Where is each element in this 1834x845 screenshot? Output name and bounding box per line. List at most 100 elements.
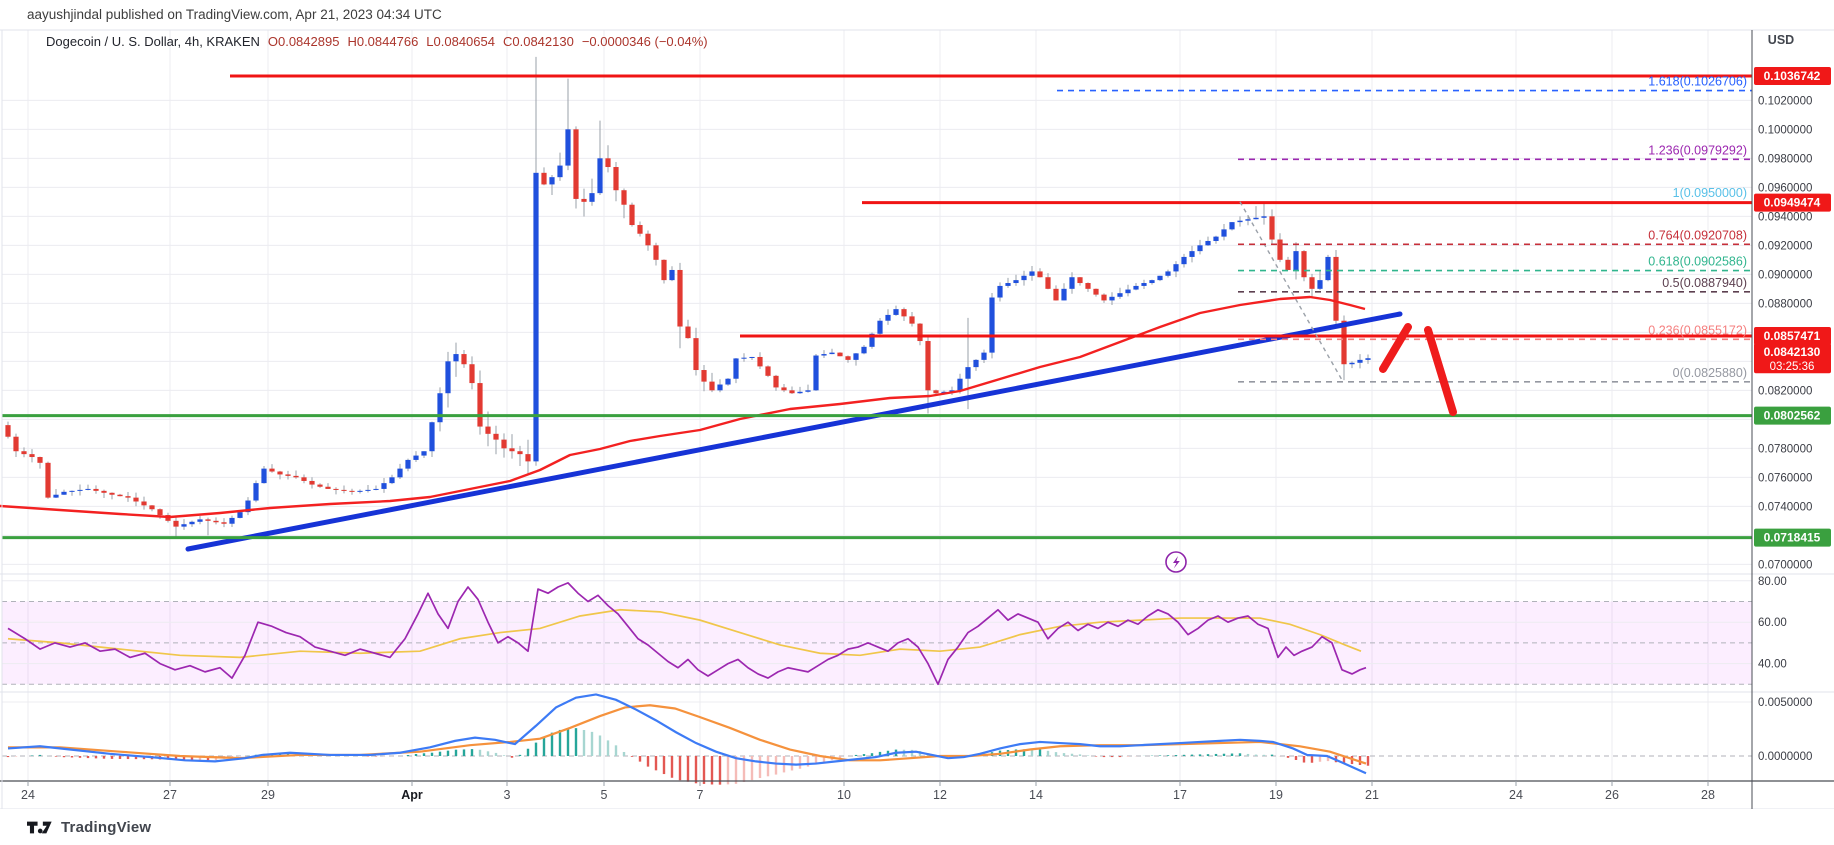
candle — [813, 355, 819, 391]
time-tick-label: 7 — [697, 788, 704, 802]
ohlc-high: H0.0844766 — [347, 34, 419, 49]
price-badge-label: 0.0842130 — [1764, 345, 1821, 359]
time-tick-label: 21 — [1365, 788, 1379, 802]
candle — [749, 356, 755, 358]
candle — [269, 468, 275, 472]
candle — [1021, 275, 1027, 281]
time-tick-label: 24 — [21, 788, 35, 802]
fib-level-label: 1(0.0950000) — [1673, 186, 1747, 200]
candle — [1205, 240, 1211, 246]
price-badge — [1754, 528, 1831, 547]
candle — [1333, 256, 1339, 321]
candle — [797, 391, 803, 394]
candle — [429, 422, 435, 452]
candle — [349, 490, 355, 492]
candle — [1061, 288, 1067, 301]
candle — [261, 468, 267, 484]
candle — [973, 359, 979, 368]
price-badge — [1754, 343, 1831, 374]
time-tick-label: 3 — [504, 788, 511, 802]
time-tick-label: 24 — [1509, 788, 1523, 802]
candle — [1005, 283, 1011, 286]
candle — [533, 172, 539, 462]
fib-level-label: 0.618(0.0902586) — [1648, 255, 1747, 269]
candle — [1221, 229, 1227, 237]
price-badge — [1754, 406, 1831, 425]
candle — [669, 269, 675, 281]
candle — [1165, 271, 1171, 276]
time-tick-label: 28 — [1701, 788, 1715, 802]
candle — [1197, 245, 1203, 252]
candle — [1213, 236, 1219, 241]
fib-level-label: 0.764(0.0920708) — [1648, 228, 1747, 242]
candle — [85, 488, 91, 490]
candle — [333, 488, 339, 490]
price-badge-label: 0.0949474 — [1764, 196, 1821, 210]
candle — [885, 314, 891, 321]
price-tick-label: 0.0920000 — [1758, 240, 1812, 252]
candle — [437, 393, 443, 423]
candle — [861, 346, 867, 354]
tradingview-brand-text[interactable]: TradingView — [61, 818, 152, 836]
candle — [1349, 362, 1355, 365]
candle — [309, 480, 315, 485]
price-tick-label: 0.0980000 — [1758, 153, 1812, 165]
tradingview-logo-icon[interactable] — [27, 820, 54, 835]
candle — [629, 204, 635, 226]
candle — [173, 520, 179, 527]
candle — [645, 233, 651, 246]
price-tick-label: 0.0740000 — [1758, 501, 1812, 513]
candle — [493, 433, 499, 440]
candle — [1133, 285, 1139, 290]
candle — [949, 390, 955, 392]
candle — [101, 490, 107, 493]
candle — [1253, 217, 1259, 220]
candle — [1045, 277, 1051, 289]
candle — [373, 488, 379, 490]
candle — [837, 352, 843, 357]
price-badge-countdown: 03:25:36 — [1770, 361, 1815, 373]
candle — [421, 451, 427, 456]
candle — [341, 489, 347, 491]
candle — [989, 297, 995, 353]
time-tick-label: 29 — [261, 788, 275, 802]
published-text: aayushjindal published on TradingView.co… — [27, 7, 442, 22]
candle — [117, 494, 123, 497]
candle — [565, 129, 571, 166]
candle — [901, 309, 907, 317]
candle — [557, 165, 563, 178]
ohlc-close: C0.0842130 — [502, 34, 574, 49]
candle — [325, 486, 331, 489]
time-tick-label: 12 — [933, 788, 947, 802]
price-tick-label: 0.0780000 — [1758, 443, 1812, 455]
candle — [157, 509, 163, 516]
candle — [1293, 251, 1299, 270]
price-tick-label: 0.1000000 — [1758, 124, 1812, 136]
price-tick-label: 0.0940000 — [1758, 211, 1812, 223]
candle — [277, 471, 283, 475]
candle — [853, 353, 859, 360]
candle — [413, 455, 419, 460]
candle — [205, 519, 211, 521]
candle — [717, 384, 723, 391]
price-badge-label: 0.0802562 — [1764, 409, 1821, 423]
price-tick-label: 0.0960000 — [1758, 182, 1812, 194]
candle — [1229, 222, 1235, 230]
candle — [237, 512, 243, 518]
candle — [317, 484, 323, 487]
candle — [37, 457, 43, 463]
candle — [229, 517, 235, 524]
candle — [181, 524, 187, 527]
candle — [461, 354, 467, 365]
candle — [77, 489, 83, 491]
candle — [741, 357, 747, 359]
fib-level-label: 0(0.0825880) — [1673, 366, 1747, 380]
time-tick-label: Apr — [401, 788, 423, 802]
candle — [293, 475, 299, 478]
candle — [1013, 280, 1019, 284]
candle — [357, 490, 363, 492]
candle — [709, 381, 715, 391]
candle — [661, 259, 667, 281]
